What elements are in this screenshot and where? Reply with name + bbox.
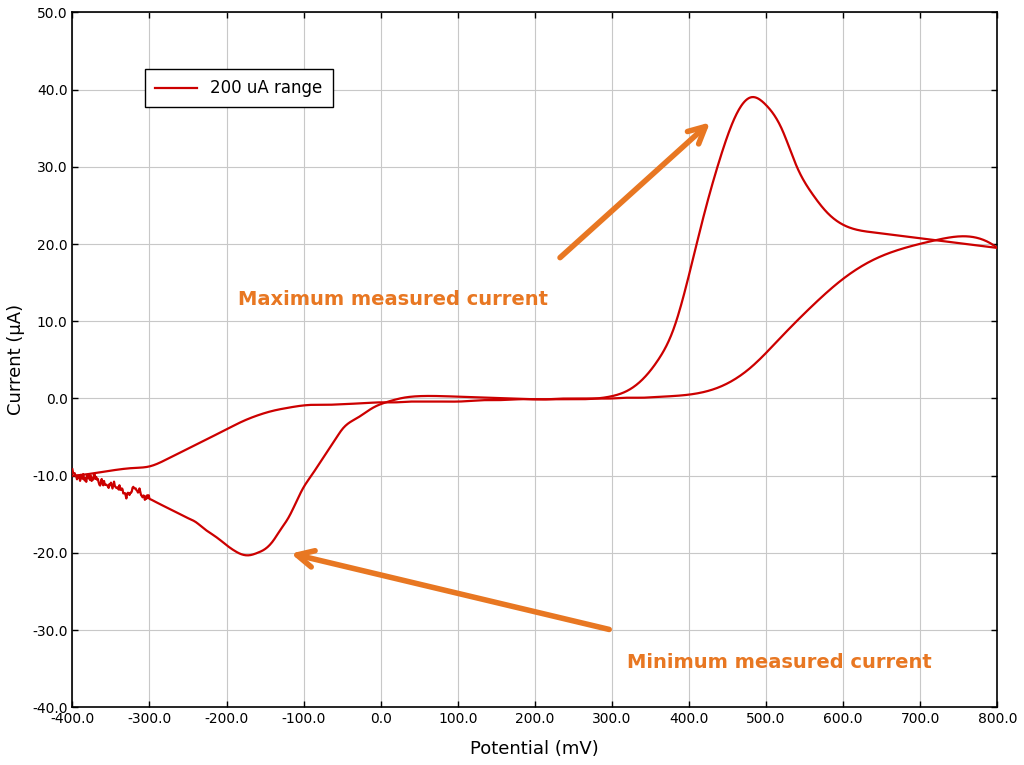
Y-axis label: Current (μA): Current (μA) — [7, 304, 25, 415]
X-axis label: Potential (mV): Potential (mV) — [470, 740, 599, 758]
Legend: 200 uA range: 200 uA range — [145, 70, 333, 107]
Text: Minimum measured current: Minimum measured current — [628, 653, 932, 672]
Text: Maximum measured current: Maximum measured current — [239, 291, 548, 309]
